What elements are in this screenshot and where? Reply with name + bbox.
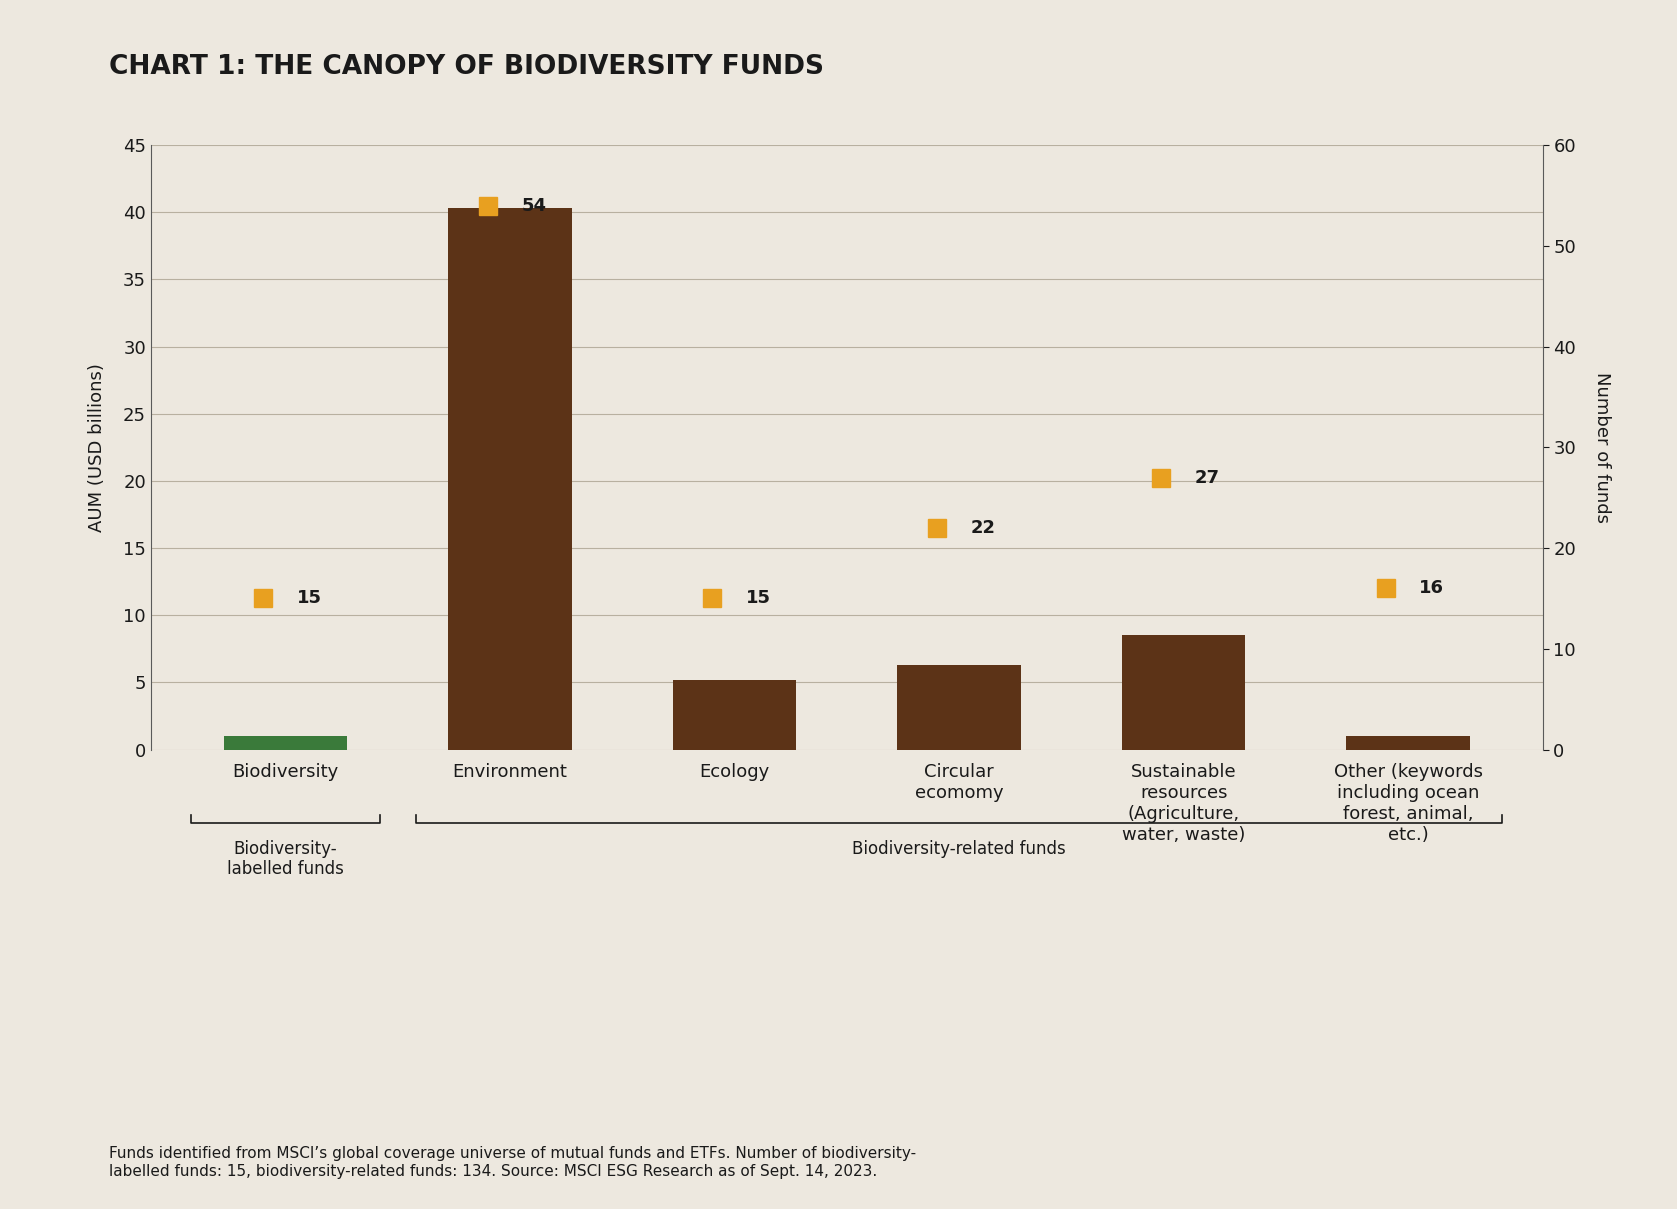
Bar xyxy=(225,736,347,750)
Bar xyxy=(897,665,1021,750)
Text: 22: 22 xyxy=(971,519,996,537)
Text: Biodiversity-related funds: Biodiversity-related funds xyxy=(852,839,1067,857)
Text: Biodiversity-
labelled funds: Biodiversity- labelled funds xyxy=(226,839,344,879)
Text: 54: 54 xyxy=(522,197,547,214)
Y-axis label: Number of funds: Number of funds xyxy=(1593,372,1610,522)
Bar xyxy=(448,208,572,750)
Text: 15: 15 xyxy=(746,590,771,607)
Bar xyxy=(672,679,797,750)
Text: 27: 27 xyxy=(1194,469,1219,486)
Bar xyxy=(1347,736,1469,750)
Text: 16: 16 xyxy=(1419,579,1444,597)
Y-axis label: AUM (USD billions): AUM (USD billions) xyxy=(89,363,106,532)
Text: CHART 1: THE CANOPY OF BIODIVERSITY FUNDS: CHART 1: THE CANOPY OF BIODIVERSITY FUND… xyxy=(109,54,823,81)
Text: 15: 15 xyxy=(297,590,322,607)
Text: Funds identified from MSCI’s global coverage universe of mutual funds and ETFs. : Funds identified from MSCI’s global cove… xyxy=(109,1146,916,1179)
Bar xyxy=(1122,636,1246,750)
